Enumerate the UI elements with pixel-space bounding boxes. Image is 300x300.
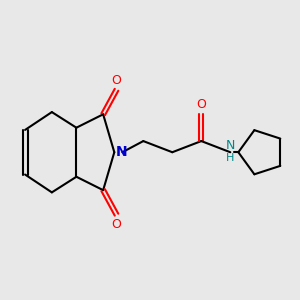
Text: H: H — [226, 153, 235, 163]
Text: O: O — [196, 98, 206, 111]
Text: O: O — [112, 74, 122, 87]
Text: N: N — [116, 145, 128, 159]
Text: N: N — [226, 139, 235, 152]
Text: O: O — [112, 218, 122, 231]
